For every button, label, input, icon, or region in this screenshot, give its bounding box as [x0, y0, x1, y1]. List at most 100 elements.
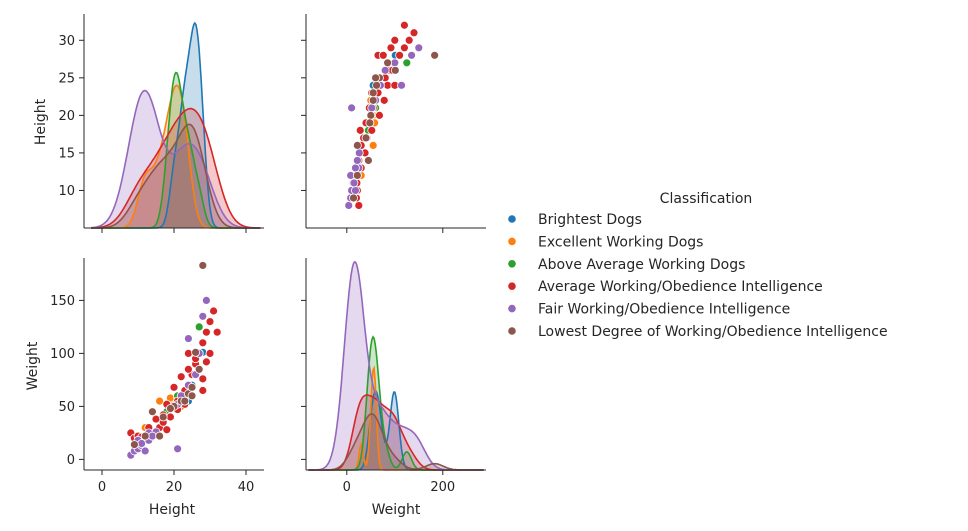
scatter-point — [386, 43, 396, 53]
legend-entry: Excellent Working Dogs — [538, 234, 703, 250]
legend-entry: Brightest Dogs — [538, 212, 642, 228]
scatter-point — [390, 65, 400, 75]
y-tick-label: 20 — [58, 109, 75, 124]
scatter-point — [352, 171, 362, 180]
kde-line — [91, 107, 261, 229]
y-tick-label: 15 — [58, 146, 75, 161]
scatter-point — [383, 58, 393, 68]
scatter-point — [349, 178, 359, 188]
y-tick-label: 30 — [58, 34, 75, 49]
height-vs-weight-axes — [301, 14, 486, 233]
scatter-point — [129, 440, 139, 449]
panel-weight-kde: 0 200 — [301, 258, 486, 495]
scatter-point — [183, 334, 193, 343]
scatter-point — [137, 439, 147, 448]
y-axis-label-height: Height — [33, 98, 49, 145]
scatter-point — [378, 50, 388, 60]
scatter-point — [151, 414, 161, 424]
scatter-point — [169, 382, 179, 392]
x-tick-label: 0 — [98, 480, 106, 495]
scatter-point — [205, 317, 215, 327]
scatter-point — [375, 110, 384, 120]
scatter-point — [176, 372, 186, 382]
scatter-point — [183, 348, 193, 358]
scatter-point — [399, 43, 409, 53]
scatter-point — [390, 35, 400, 45]
scatter-point — [201, 295, 211, 305]
legend-entry: Above Average Working Dogs — [538, 257, 745, 273]
scatter-point — [147, 407, 157, 417]
kde-fill — [308, 391, 484, 470]
kde-fill — [91, 90, 261, 228]
x-tick-label: 20 — [166, 480, 183, 495]
scatter-point — [404, 35, 414, 45]
scatter-point — [347, 103, 357, 113]
scatter-point — [368, 95, 378, 105]
scatter-point — [344, 201, 354, 210]
scatter-point — [183, 364, 193, 374]
legend-title: Classification — [660, 191, 753, 207]
scatter-point — [173, 444, 183, 454]
y-tick-label: 10 — [58, 184, 75, 199]
kde-fill — [91, 23, 261, 228]
scatter-point — [354, 148, 364, 158]
scatter-point — [201, 327, 211, 337]
legend-marker — [507, 303, 517, 314]
scatter-point — [380, 65, 390, 75]
scatter-point — [399, 20, 409, 30]
scatter-point — [352, 156, 362, 165]
scatter-point — [187, 391, 197, 401]
scatter-point — [165, 404, 175, 413]
scatter-point — [180, 396, 190, 406]
scatter-point — [351, 186, 360, 195]
scatter-point — [361, 133, 371, 143]
scatter-point — [409, 28, 419, 38]
kde-fill — [308, 413, 484, 470]
scatter-point — [140, 431, 150, 441]
legend-marker — [507, 259, 517, 269]
height-kde-axes: 10 15 20 25 30 — [58, 14, 264, 233]
scatter-point — [162, 425, 172, 435]
scatter-point — [198, 374, 208, 384]
scatter-point — [371, 73, 381, 83]
panel-weight-vs-height: 0 50 100 150 0 20 40 — [50, 258, 264, 495]
kde-line — [91, 89, 261, 229]
scatter-point — [198, 338, 208, 348]
scatter-point — [354, 201, 364, 210]
scatter-point — [140, 446, 150, 456]
weight-kde-fills — [308, 262, 484, 470]
scatter-point — [194, 364, 204, 374]
scatter-point — [363, 156, 373, 165]
legend-marker — [507, 326, 517, 336]
legend-marker — [507, 236, 517, 246]
scatter-point — [402, 58, 412, 68]
legend-marker — [507, 281, 517, 291]
scatter-point — [205, 348, 215, 358]
scatter-point — [198, 386, 208, 395]
legend: Classification Brightest Dogs Excellent W… — [507, 191, 888, 340]
scatter-point — [367, 103, 377, 113]
x-tick-label: 0 — [343, 480, 351, 495]
kde-fill — [91, 108, 261, 228]
panel-height-vs-weight — [301, 14, 486, 233]
y-axis-label-weight: Weight — [25, 341, 41, 390]
kde-fill — [308, 262, 484, 470]
scatter-point — [407, 50, 417, 60]
scatter-point — [349, 193, 358, 203]
x-tick-label: 200 — [430, 480, 455, 495]
scatter-point — [355, 125, 365, 135]
legend-entry: Average Working/Obedience Intelligence — [538, 279, 823, 295]
scatter-point — [351, 163, 360, 173]
scatter-point — [365, 118, 375, 128]
x-axis-label-weight: Weight — [372, 502, 421, 518]
scatter-point — [372, 80, 381, 90]
scatter-point — [209, 306, 219, 316]
y-tick-label: 150 — [50, 294, 75, 309]
scatter-point — [187, 382, 197, 392]
scatter-point — [367, 125, 377, 135]
scatter-point — [191, 347, 201, 357]
y-tick-label: 25 — [58, 71, 75, 86]
x-axis-label-height: Height — [149, 502, 196, 518]
scatter-point — [155, 396, 165, 406]
panel-height-kde: 10 15 20 25 30 — [58, 14, 264, 233]
